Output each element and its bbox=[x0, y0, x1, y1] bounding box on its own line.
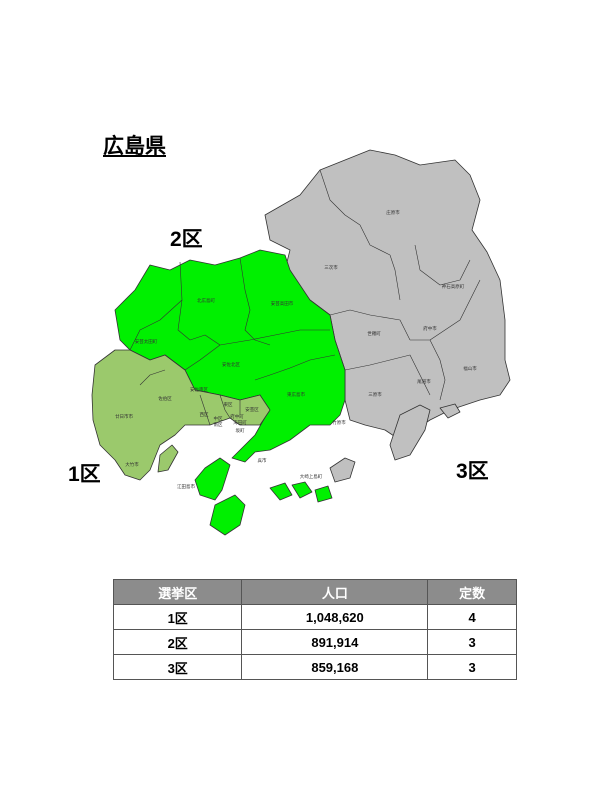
label-asaminami: 安佐南区 bbox=[190, 386, 208, 393]
cell-seats: 3 bbox=[427, 654, 517, 680]
header-seats: 定数 bbox=[427, 579, 517, 605]
label-fuchucho: 府中町 bbox=[230, 413, 244, 420]
label-fukuyama: 福山市 bbox=[463, 365, 477, 372]
label-asakita: 安佐北区 bbox=[222, 361, 240, 368]
label-hatsukaichi: 廿日市市 bbox=[115, 413, 133, 420]
label-mihara: 三原市 bbox=[368, 391, 382, 398]
label-shobara: 庄原市 bbox=[386, 209, 400, 216]
label-kure: 呉市 bbox=[258, 457, 267, 464]
district-1-island bbox=[157, 444, 179, 473]
label-higashihiroshima: 東広島市 bbox=[287, 391, 305, 398]
district-2-island bbox=[209, 494, 246, 536]
label-naka: 中区 bbox=[214, 415, 223, 422]
cell-population: 859,168 bbox=[241, 654, 429, 680]
label-etajima: 江田島市 bbox=[177, 483, 195, 490]
label-akitakata: 安芸高田市 bbox=[271, 300, 294, 307]
label-saka: 坂町 bbox=[236, 427, 245, 434]
cell-seats: 3 bbox=[427, 629, 517, 655]
label-minami: 南区 bbox=[214, 421, 223, 428]
table-row: 2区 891,914 3 bbox=[112, 629, 517, 655]
label-aki: 安芸区 bbox=[245, 406, 259, 413]
district-2-island bbox=[314, 485, 333, 503]
label-nishi: 西区 bbox=[200, 412, 209, 418]
label-kitahiroshima: 北広島町 bbox=[197, 297, 215, 304]
district-2-island bbox=[194, 457, 231, 501]
map-title: 広島県 bbox=[103, 134, 166, 158]
district-3-island bbox=[439, 403, 461, 419]
table-row: 1区 1,048,620 4 bbox=[112, 604, 517, 630]
header-population: 人口 bbox=[241, 579, 429, 605]
district-3-label: 3区 bbox=[456, 460, 489, 483]
table-row: 3区 859,168 3 bbox=[112, 654, 517, 680]
cell-seats: 4 bbox=[427, 604, 517, 630]
label-takehara: 竹原市 bbox=[332, 419, 346, 426]
label-fuchushi: 府中市 bbox=[423, 325, 437, 332]
municipality-labels: 北広島町 安芸高田市 安芸太田町 安佐北区 安佐南区 東広島市 呉市 大崎上島町… bbox=[115, 209, 477, 490]
label-saeki: 佐伯区 bbox=[158, 395, 172, 402]
cell-population: 891,914 bbox=[241, 629, 429, 655]
label-kaita: 海田町 bbox=[233, 419, 247, 426]
cell-district: 3区 bbox=[112, 654, 243, 680]
district-2-island bbox=[269, 482, 293, 501]
label-osakikamijima: 大崎上島町 bbox=[300, 473, 323, 480]
label-sera: 世羅町 bbox=[367, 330, 381, 337]
district-2-island bbox=[291, 481, 313, 499]
district-1-region[interactable] bbox=[91, 349, 271, 481]
prefecture-map: 北広島町 安芸高田市 安芸太田町 安佐北区 安佐南区 東広島市 呉市 大崎上島町… bbox=[91, 149, 511, 536]
district-1-label: 1区 bbox=[68, 463, 101, 486]
label-higashi: 東区 bbox=[224, 401, 233, 408]
header-district: 選挙区 bbox=[112, 579, 243, 605]
table-header-row: 選挙区 人口 定数 bbox=[112, 579, 517, 605]
cell-district: 1区 bbox=[112, 604, 243, 630]
cell-district: 2区 bbox=[112, 629, 243, 655]
district-3-island bbox=[329, 457, 356, 483]
cell-population: 1,048,620 bbox=[241, 604, 429, 630]
label-jinsekikogen: 神石高原町 bbox=[442, 283, 465, 290]
district-2-label: 2区 bbox=[170, 228, 203, 251]
label-miyoshi: 三次市 bbox=[324, 264, 338, 271]
label-onomichi: 尾道市 bbox=[417, 378, 431, 385]
label-akiota: 安芸太田町 bbox=[135, 338, 158, 345]
district-population-table: 選挙区 人口 定数 1区 1,048,620 4 2区 891,914 3 3区… bbox=[112, 579, 517, 680]
label-otake: 大竹市 bbox=[125, 461, 139, 468]
district-3-island bbox=[389, 404, 431, 461]
